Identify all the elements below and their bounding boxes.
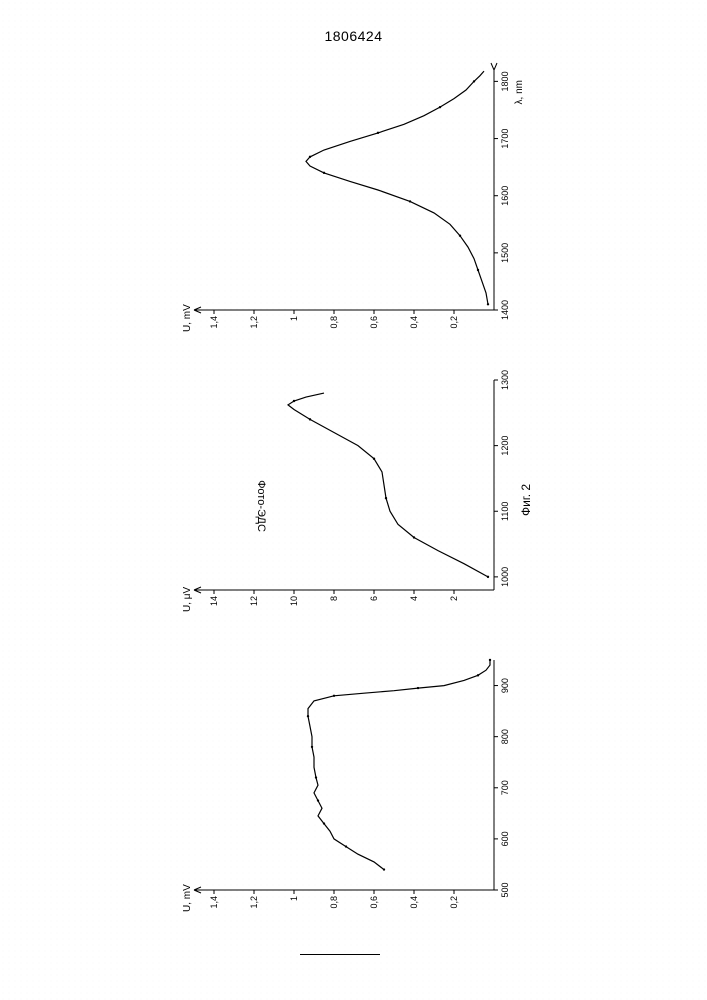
y-tick-label: 2 xyxy=(449,596,459,601)
y-axis-title-1: U, μV xyxy=(182,586,193,612)
x-tick-label: 500 xyxy=(500,882,510,897)
y-tick-label: 1,4 xyxy=(209,316,219,329)
y-tick-label: 0,6 xyxy=(369,896,379,909)
x-tick-label: 1300 xyxy=(500,370,510,390)
data-marker xyxy=(486,303,488,305)
x-tick-label: 1800 xyxy=(500,71,510,91)
curve-0 xyxy=(308,660,490,870)
figure-2-chart: 0,2 0,4 0,6 0,8 1 1,2 1,4 500 600 700 800 900 U, mV 2… xyxy=(174,60,534,940)
y-tick-label: 6 xyxy=(369,596,379,601)
x-tick-label: 1000 xyxy=(500,567,510,587)
y-tick-label: 0,6 xyxy=(369,316,379,329)
chart-svg: 0,2 0,4 0,6 0,8 1 1,2 1,4 500 600 700 800 900 U, mV 2… xyxy=(174,60,534,940)
y-tick-label: 14 xyxy=(209,596,219,606)
data-marker xyxy=(310,746,312,748)
x-tick-label: 900 xyxy=(500,678,510,693)
curve-2 xyxy=(306,71,488,304)
page-number: 1806424 xyxy=(0,28,707,44)
x-axis-title: λ, nm xyxy=(514,80,525,104)
panel-0-axes: 0,2 0,4 0,6 0,8 1 1,2 1,4 500 600 700 800 900 U, mV xyxy=(182,660,510,912)
x-tick-label: 1600 xyxy=(500,186,510,206)
x-tick-label: 1200 xyxy=(500,436,510,456)
y-tick-label: 1 xyxy=(289,896,299,901)
x-tick-label: 800 xyxy=(500,729,510,744)
x-tick-label: 1400 xyxy=(500,300,510,320)
data-marker xyxy=(384,497,386,499)
y-tick-label: 0,8 xyxy=(329,316,339,329)
y-axis-main-label: Фото-ЭДС xyxy=(255,480,267,532)
panel-1-axes: 2 4 6 8 10 12 14 1000 1100 1200 1300 U, μV xyxy=(182,370,510,612)
figure-caption: Фиг. 2 xyxy=(519,484,533,516)
data-marker xyxy=(314,776,316,778)
y-axis-title-0: U, mV xyxy=(182,884,193,912)
y-tick-label: 10 xyxy=(289,596,299,606)
x-tick-label: 1500 xyxy=(500,243,510,263)
x-tick-label: 700 xyxy=(500,780,510,795)
data-marker xyxy=(316,799,318,801)
curve-1 xyxy=(288,393,488,577)
x-tick-label: 1700 xyxy=(500,129,510,149)
y-tick-label: 1,2 xyxy=(249,316,259,329)
x-tick-label: 600 xyxy=(500,831,510,846)
data-marker xyxy=(488,659,490,661)
y-tick-label: 1,4 xyxy=(209,896,219,909)
x-tick-label: 1100 xyxy=(500,502,510,521)
y-tick-label: 4 xyxy=(409,596,419,601)
y-axis-title-2: U, mV xyxy=(182,304,193,332)
y-tick-label: 0,2 xyxy=(449,896,459,909)
y-tick-label: 1 xyxy=(289,316,299,321)
y-tick-label: 12 xyxy=(249,596,259,606)
y-tick-label: 0,4 xyxy=(409,316,419,329)
y-tick-label: 8 xyxy=(329,596,339,601)
x-axis-arrow xyxy=(491,63,497,70)
footer-dash xyxy=(300,954,380,955)
y-tick-label: 1,2 xyxy=(249,896,259,909)
y-tick-label: 0,8 xyxy=(329,896,339,909)
y-tick-label: 0,4 xyxy=(409,896,419,909)
data-marker xyxy=(476,269,478,271)
data-marker xyxy=(306,715,308,717)
y-tick-label: 0,2 xyxy=(449,316,459,329)
panel-2-axes: 0,2 0,4 0,6 0,8 1 1,2 1,4 1400 1500 1600 1700 1800 U… xyxy=(182,70,510,332)
